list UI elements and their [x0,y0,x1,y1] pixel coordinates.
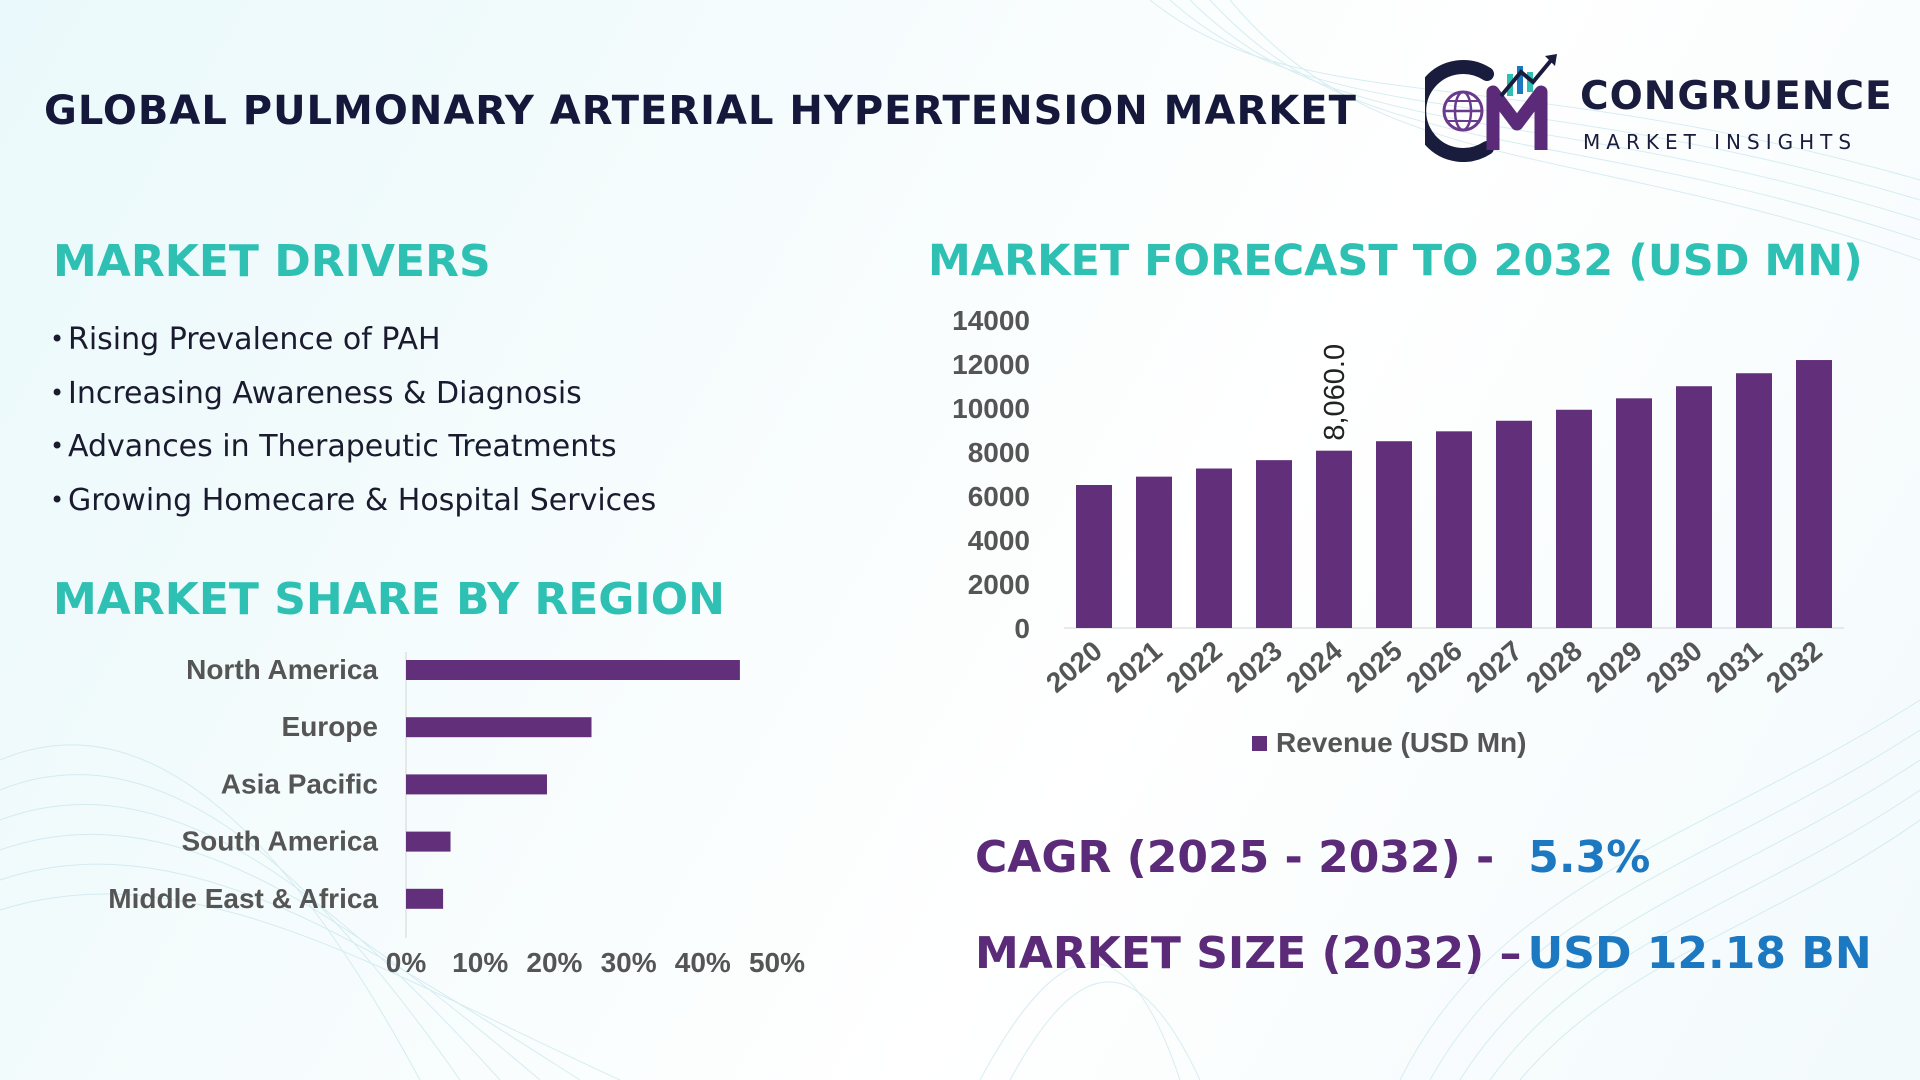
forecast-bar [1736,373,1772,628]
region-category-label: Asia Pacific [221,768,378,799]
forecast-y-tick-label: 6000 [968,481,1030,512]
region-share-chart: North America Europe Asia Pacific South Ame… [108,652,805,978]
company-logo: CONGRUENCE MARKET INSIGHTS [1425,52,1895,162]
region-x-tick-label: 30% [601,947,657,978]
forecast-bar [1196,468,1232,628]
region-category-label: Europe [282,711,378,742]
forecast-x-tick-label: 2032 [1760,635,1828,699]
cagr-stat: CAGR (2025 - 2032) - 5.3% [975,832,1650,883]
region-title: MARKET SHARE BY REGION [53,574,725,625]
driver-item: • Rising Prevalence of PAH [50,322,441,357]
forecast-x-tick-label: 2026 [1400,635,1468,699]
region-bar [406,717,592,738]
forecast-x-tick-label: 2022 [1160,635,1228,699]
forecast-bar [1256,460,1292,628]
forecast-bar-chart: 0 2000 4000 6000 8000 10000 12000 14000 20202021… [952,305,1844,758]
page-title: GLOBAL PULMONARY ARTERIAL HYPERTENSION M… [44,88,1357,134]
forecast-bar [1796,360,1832,628]
driver-text: Increasing Awareness & Diagnosis [68,375,582,411]
forecast-bar [1556,409,1592,628]
region-x-tick-label: 20% [526,947,582,978]
region-bar [406,831,451,852]
forecast-y-tick-label: 14000 [952,305,1030,336]
forecast-x-tick-label: 2023 [1220,635,1288,699]
region-x-tick-label: 0% [386,947,427,978]
region-bar [406,888,444,909]
forecast-y-tick-label: 2000 [968,569,1030,600]
forecast-y-tick-label: 0 [1014,613,1030,644]
forecast-legend-swatch [1252,736,1267,751]
forecast-bar [1376,441,1412,628]
forecast-bar [1496,420,1532,628]
forecast-x-tick-label: 2021 [1100,635,1168,699]
forecast-legend-label: Revenue (USD Mn) [1276,727,1526,758]
logo-tagline: MARKET INSIGHTS [1583,130,1858,154]
region-category-label: North America [186,654,378,685]
driver-text: Rising Prevalence of PAH [68,322,441,357]
drivers-title: MARKET DRIVERS [53,236,491,287]
cagr-label: CAGR (2025 - 2032) - [975,832,1495,883]
forecast-x-tick-label: 2020 [1040,635,1108,699]
forecast-x-tick-label: 2024 [1280,635,1348,699]
market-size-value: USD 12.18 BN [1527,928,1872,979]
driver-item: • Growing Homecare & Hospital Services [50,482,657,518]
driver-text: Advances in Therapeutic Treatments [68,429,617,464]
forecast-title: MARKET FORECAST TO 2032 (USD MN) [928,236,1863,286]
region-x-tick-label: 10% [452,947,508,978]
forecast-bar [1676,386,1712,628]
market-size-stat: MARKET SIZE (2032) – USD 12.18 BN [975,928,1872,979]
driver-item: • Increasing Awareness & Diagnosis [50,375,582,411]
forecast-bar [1316,450,1352,628]
forecast-x-tick-label: 2031 [1700,635,1768,699]
logo-name: CONGRUENCE [1580,74,1893,119]
region-x-tick-label: 50% [749,947,805,978]
forecast-x-tick-label: 2025 [1340,635,1408,699]
forecast-x-tick-label: 2030 [1640,635,1708,699]
forecast-bar [1616,398,1652,628]
forecast-bar [1136,476,1172,628]
region-category-label: Middle East & Africa [108,883,378,914]
forecast-bar [1076,485,1112,628]
region-bar [406,660,740,680]
region-category-label: South America [181,826,378,857]
forecast-y-tick-label: 10000 [952,393,1030,424]
forecast-x-tick-label: 2028 [1520,635,1588,699]
forecast-y-tick-label: 8000 [968,437,1030,468]
forecast-bar [1436,431,1472,628]
driver-text: Growing Homecare & Hospital Services [68,482,657,518]
drivers-list: • Rising Prevalence of PAH • Increasing Aw… [50,322,656,536]
forecast-x-tick-label: 2027 [1460,635,1528,699]
market-size-label: MARKET SIZE (2032) – [975,928,1522,979]
cmi-globe-logo-icon [1425,54,1557,162]
driver-item: • Advances in Therapeutic Treatments [50,429,617,464]
forecast-y-tick-label: 4000 [968,525,1030,556]
region-bar [406,774,547,795]
forecast-x-tick-label: 2029 [1580,635,1648,699]
cagr-value: 5.3% [1528,832,1651,883]
region-x-tick-label: 40% [675,947,731,978]
forecast-data-label: 8,060.0 [1319,344,1351,441]
forecast-y-tick-label: 12000 [952,349,1030,380]
